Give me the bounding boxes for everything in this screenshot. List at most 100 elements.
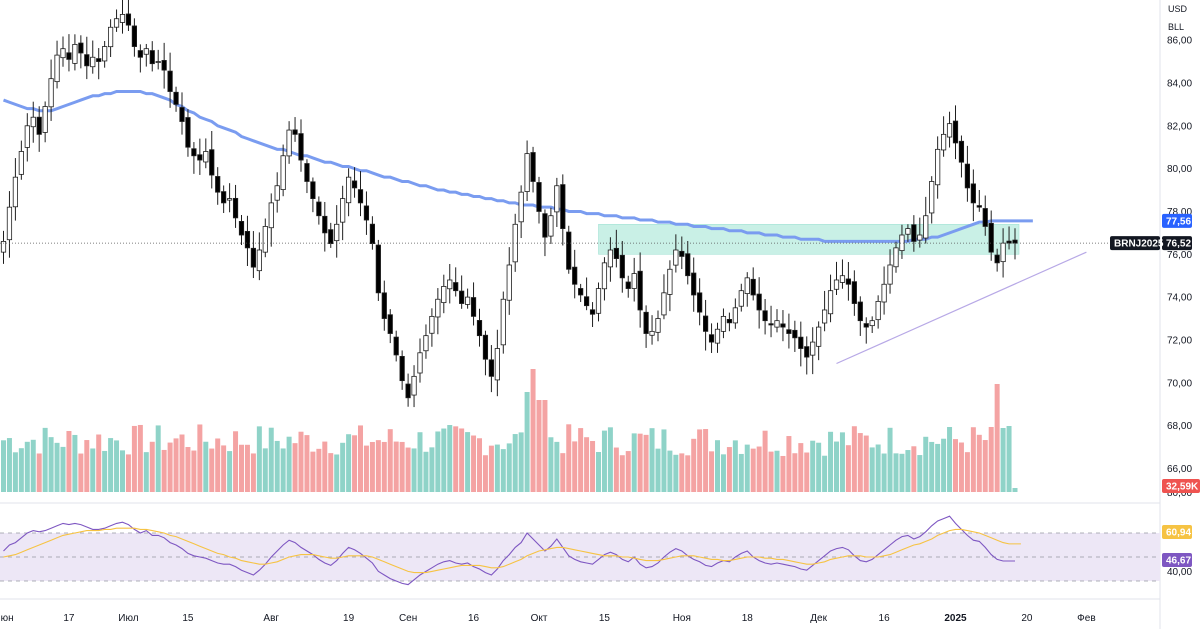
volume-bar [161, 449, 167, 492]
volume-bar [358, 425, 363, 492]
candle-body [506, 264, 512, 301]
candle-body [518, 191, 524, 223]
candle-body [232, 197, 239, 219]
volume-bar [715, 440, 720, 492]
volume-bar [185, 447, 191, 492]
candle-body [274, 185, 280, 201]
volume-bar [280, 448, 286, 492]
volume-bar [340, 442, 346, 492]
candle-body [673, 249, 679, 266]
candle-body [381, 292, 387, 319]
candle-body [905, 228, 911, 235]
ma-value-badge-bg [1162, 213, 1192, 228]
volume-bar [369, 441, 375, 492]
candle-body [697, 292, 703, 313]
candle-body [976, 205, 982, 208]
volume-bar [12, 452, 18, 492]
volume-bar [560, 453, 566, 492]
price-tick-label: 66,00 [1167, 464, 1192, 475]
ma-value-badge: 77,56 [1166, 216, 1191, 227]
volume-bar [268, 427, 274, 492]
volume-bar [917, 455, 923, 492]
candle-body [619, 254, 625, 279]
candle-body [625, 281, 631, 289]
volume-bar [54, 442, 60, 492]
volume-bar [941, 438, 947, 492]
volume-bar [738, 453, 744, 492]
candle-body [566, 231, 572, 270]
volume-bar [149, 441, 155, 492]
candle-body [732, 307, 738, 324]
candle-body [923, 215, 929, 239]
volume-bar [18, 448, 24, 492]
volume-bar [346, 434, 352, 492]
volume-bar [393, 441, 399, 492]
unit-label: BLL [1168, 22, 1184, 32]
candle-body [798, 336, 804, 349]
rsi-panel [0, 515, 1160, 586]
price-tick-label: 84,00 [1167, 78, 1192, 89]
candle-body [851, 281, 857, 304]
candle-body [363, 205, 370, 221]
time-tick-label: 15 [599, 613, 611, 624]
volume-badge: 32,59K [1166, 482, 1199, 493]
time-tick-label: 17 [63, 613, 75, 624]
candle-body [982, 208, 988, 227]
candle-body [780, 323, 786, 328]
volume-bar [756, 446, 762, 492]
candle-body [161, 60, 167, 71]
candle-body [941, 133, 947, 151]
candle-body [958, 140, 965, 163]
time-tick-label: Авг [263, 613, 279, 624]
volume-bar [792, 453, 798, 492]
volume-bar [381, 441, 387, 492]
candle-body [215, 176, 221, 193]
time-tick-label: 2025 [944, 613, 967, 624]
volume-bar [465, 432, 471, 492]
candle-body [185, 117, 191, 148]
volume-bar [36, 453, 42, 492]
time-axis[interactable]: Июн 17 Июл 15 Авг 19 Сен 16 Окт 15 Ноя 18 Дек 16 2025 2… [0, 613, 1096, 624]
volume-bar [155, 425, 161, 492]
volume-bar [744, 444, 750, 492]
candle-body [54, 54, 60, 83]
volume-bar [363, 445, 369, 492]
candle-body [84, 54, 90, 67]
candle-body [714, 328, 721, 344]
volume-bar [524, 392, 530, 492]
time-tick-label: 15 [182, 613, 194, 624]
volume-bar [316, 448, 322, 492]
volume-bar [286, 436, 292, 492]
volume-bar [250, 453, 256, 492]
volume-bar [423, 451, 429, 492]
candle-body [768, 323, 774, 326]
rsi-tick-label: 80,00 [1167, 488, 1192, 499]
moving-average-line [2, 90, 1033, 243]
volume-bar [613, 447, 619, 492]
volume-bar [274, 440, 280, 492]
candle-body [334, 223, 340, 242]
volume-bar [84, 440, 90, 492]
candle-body [143, 48, 149, 55]
price-axis[interactable]: 86,00 84,00 82,00 80,00 78,00 76,00 74,00 72,00… [1167, 36, 1192, 578]
candle-body [447, 279, 453, 290]
volume-bar [131, 425, 137, 492]
volume-bar [459, 428, 465, 492]
symbol-badge: BRNJ2025 [1114, 239, 1164, 250]
volume-bar [233, 431, 239, 492]
candle-body [524, 153, 530, 192]
candle-body [911, 224, 917, 242]
price-tick-label: 76,00 [1167, 250, 1192, 261]
candle-body [703, 315, 709, 332]
candle-body [464, 296, 471, 305]
candle-body [893, 247, 899, 268]
volume-bar [256, 426, 262, 492]
candle-body [197, 154, 203, 161]
volume-bar [197, 424, 203, 492]
candle-body [750, 278, 756, 296]
volume-bar [958, 442, 964, 492]
candle-body [369, 223, 376, 244]
volume-bar [607, 427, 613, 492]
volume-bar [554, 441, 560, 492]
